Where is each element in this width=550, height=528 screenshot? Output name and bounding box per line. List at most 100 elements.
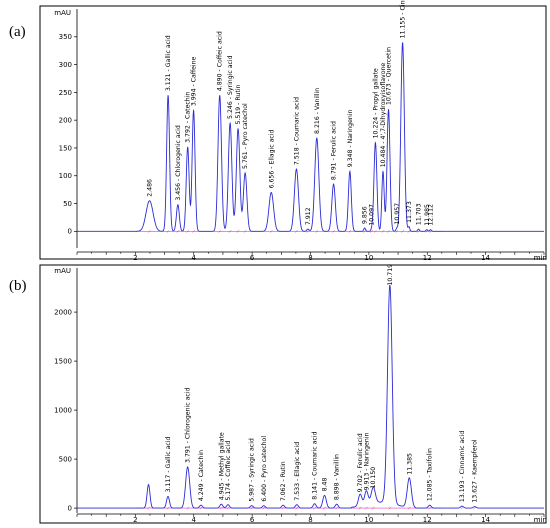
x-tick-label: 2 — [133, 254, 137, 262]
y-tick-label: 0 — [68, 228, 72, 236]
x-tick-label: 10 — [364, 516, 373, 524]
peak-label: 11.155 - Cinnamic acid — [400, 0, 407, 38]
peak-marker — [192, 229, 195, 233]
peak-label: 8.791 - Ferulic acid — [331, 121, 338, 180]
peak-label: 5.761 - Pyro catechol — [242, 103, 249, 169]
peak-label: 3.994 - Caffeine — [191, 56, 198, 106]
peak-marker — [348, 229, 352, 233]
y-tick-label: 200 — [59, 117, 72, 125]
panel-label-b: (b) — [9, 278, 27, 294]
peak-label: 11.373 — [406, 201, 413, 223]
peak-label: 13.627 - Kaempferol — [472, 439, 479, 502]
peak-marker — [429, 229, 432, 233]
peak-marker — [358, 506, 362, 510]
peak-marker — [186, 506, 190, 510]
y-tick-label: 0 — [68, 505, 72, 513]
peak-marker — [417, 229, 420, 233]
peak-marker — [250, 506, 254, 510]
x-tick-label: 12 — [423, 254, 432, 262]
peak-label: 10.150 — [370, 467, 377, 489]
peak-marker — [148, 229, 151, 233]
peak-label: 4.945 - Methyl gallate — [218, 432, 225, 500]
y-tick-label: 2000 — [54, 309, 72, 317]
peak-marker — [370, 229, 374, 233]
peak-label: 11.985 — [424, 204, 431, 226]
y-tick-label: 500 — [59, 456, 72, 464]
y-tick-label: 1000 — [54, 407, 72, 415]
peak-label: 10.719 — [387, 264, 394, 286]
x-unit-label: min — [534, 254, 547, 262]
panel-frame — [39, 264, 547, 524]
peak-label: 3.791 - Chlorogenic acid — [185, 387, 192, 462]
peak-label: 8.48 — [322, 478, 329, 492]
peak-label: 10.957 — [394, 203, 401, 225]
peak-label: 5.519 - Rutin — [235, 85, 242, 125]
peak-label: 12.112 — [428, 204, 435, 226]
peak-label: 7.518 - Coumaric acid — [293, 97, 300, 165]
peak-label: 11.385 — [406, 453, 413, 475]
peak-marker — [243, 229, 247, 233]
x-unit-label: min — [534, 516, 547, 524]
peak-label: 9.856 — [362, 206, 369, 224]
peak-marker — [473, 506, 477, 510]
peak-label: 3.792 - Catechin — [185, 92, 192, 143]
peak-label: 4.249 - Catechin — [198, 450, 205, 501]
peak-label: 8.898 - Vanillin — [334, 454, 341, 500]
peak-label: 10.097 — [369, 204, 376, 226]
peak-label: 3.117 - Gallic acid — [165, 436, 172, 492]
peak-marker — [218, 229, 222, 233]
x-tick-label: 8 — [308, 516, 312, 524]
peak-marker — [226, 506, 230, 510]
peak-label: 2.486 — [147, 179, 154, 197]
peak-marker — [381, 229, 385, 233]
peak-marker — [315, 229, 319, 233]
peak-marker — [295, 229, 298, 233]
peak-marker — [460, 506, 464, 510]
peak-marker — [269, 229, 273, 233]
peak-marker — [335, 506, 339, 510]
peak-marker — [374, 229, 377, 233]
peak-marker — [425, 229, 429, 233]
peak-marker — [313, 506, 316, 510]
chart-panel-1: 0 500 1000 1500 2000 mAU 2 4 6 8 10 12 14 min 3.117 - … — [39, 264, 547, 524]
peak-label: 10.224 - Propyl gallate — [372, 68, 379, 138]
x-tick-label: 10 — [364, 254, 373, 262]
peak-label: 9.702 - Ferulic acid — [357, 433, 364, 492]
peak-marker — [407, 229, 411, 233]
x-tick-label: 14 — [481, 254, 490, 262]
peak-marker — [306, 229, 310, 233]
peak-marker — [281, 506, 285, 510]
peak-label: 6.656 - Ellagic acid — [268, 129, 275, 188]
peak-marker — [388, 506, 392, 510]
peak-marker — [262, 506, 266, 510]
peak-marker — [363, 229, 367, 233]
x-tick-label: 8 — [308, 254, 312, 262]
peak-label: 7.533 - Ellagic acid — [294, 442, 301, 501]
peak-label: 3.121 - Gallic acid — [165, 35, 172, 91]
x-tick-label: 4 — [192, 516, 197, 524]
peak-marker — [147, 506, 150, 510]
chromatogram-trace — [77, 42, 544, 232]
peak-marker — [428, 506, 432, 510]
peak-label: 5.246 - Syringic acid — [227, 55, 234, 119]
peak-marker — [228, 229, 232, 233]
x-tick-label: 6 — [250, 254, 255, 262]
y-tick-label: 300 — [59, 61, 72, 69]
peak-label: 4.890 - Coffeic acid — [217, 31, 224, 91]
peak-marker — [219, 506, 223, 510]
peak-label: 3.456 - Chlorogenic acid — [175, 125, 182, 200]
peak-label: 10.673 - Quercetin — [386, 47, 393, 105]
peak-label: 8.141 - Coumaric acid — [312, 431, 319, 499]
peak-marker — [236, 229, 240, 233]
peak-label: 9.348 - Naringenin — [347, 109, 354, 167]
peak-label: 10.484 - 4',7-Dihydroxyisoflavone — [380, 63, 387, 168]
peak-marker — [364, 506, 368, 510]
x-tick-label: 12 — [423, 516, 432, 524]
peak-label: 5.174 - Coffeic acid — [225, 441, 232, 501]
peak-marker — [176, 229, 180, 233]
peak-marker — [166, 506, 170, 510]
x-tick-label: 6 — [250, 516, 255, 524]
x-tick-label: 2 — [133, 516, 137, 524]
peak-label: 8.216 - Vanillin — [314, 88, 321, 134]
